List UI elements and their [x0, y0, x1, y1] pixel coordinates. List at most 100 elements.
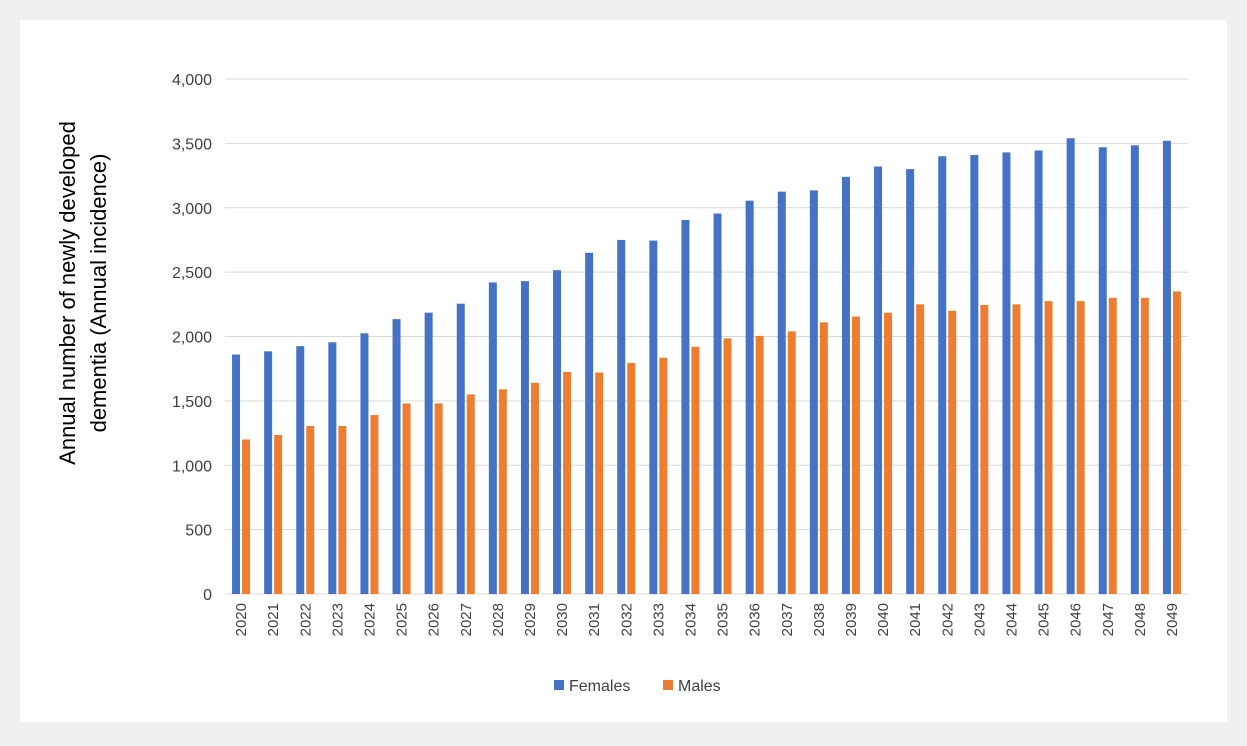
x-tick-label-2023: 2023	[329, 603, 346, 636]
x-tick-label-2032: 2032	[618, 603, 635, 636]
x-tick-label-2046: 2046	[1068, 603, 1085, 636]
bar-females-2023	[328, 342, 337, 594]
bar-males-2025	[402, 403, 411, 594]
bar-males-2043	[980, 304, 989, 594]
y-tick-label: 500	[185, 523, 212, 540]
x-tick-label-2034: 2034	[682, 603, 699, 636]
bar-males-2040	[884, 312, 893, 594]
bar-males-2047	[1108, 297, 1117, 594]
bar-males-2031	[595, 372, 604, 594]
bar-males-2026	[434, 403, 443, 594]
y-axis-ticks: 0 500 1,000 1,500 2,000 2,500 3,000 3,500 4,000	[172, 72, 212, 604]
bar-males-2022	[306, 425, 315, 594]
x-tick-label-2026: 2026	[426, 603, 443, 636]
x-tick-label-2036: 2036	[747, 603, 764, 636]
bar-females-2041	[906, 169, 915, 594]
bar-males-2042	[948, 310, 957, 594]
bar-females-2044	[1002, 152, 1011, 594]
bar-males-2039	[851, 316, 860, 594]
bar-males-2044	[1012, 304, 1021, 594]
bar-males-2035	[723, 338, 732, 594]
y-tick-label: 2,000	[172, 330, 212, 347]
y-axis-label-line-1: Annual number of newly developed	[55, 121, 80, 465]
legend: Females Males	[554, 678, 721, 695]
bar-females-2046	[1066, 138, 1075, 594]
x-tick-label-2037: 2037	[779, 603, 796, 636]
x-tick-label-2021: 2021	[265, 603, 282, 636]
bar-females-2031	[585, 252, 594, 594]
bar-females-2048	[1130, 145, 1139, 594]
x-tick-label-2043: 2043	[971, 603, 988, 636]
legend-label-males: Males	[678, 678, 721, 695]
x-tick-label-2033: 2033	[650, 603, 667, 636]
y-tick-label: 1,000	[172, 458, 212, 475]
bar-females-2034	[681, 219, 690, 594]
x-tick-label-2030: 2030	[554, 603, 571, 636]
bars	[232, 138, 1181, 595]
bar-males-2027	[466, 394, 475, 594]
bar-males-2021	[274, 434, 283, 594]
bar-males-2030	[563, 371, 572, 594]
bar-males-2046	[1076, 301, 1085, 594]
bar-females-2020	[232, 354, 241, 594]
x-tick-label-2038: 2038	[811, 603, 828, 636]
legend-swatch-males	[663, 680, 673, 690]
y-axis-label-line-2: dementia (Annual incidence)	[86, 154, 111, 433]
bar-males-2045	[1044, 301, 1053, 594]
x-tick-label-2040: 2040	[875, 603, 892, 636]
bar-males-2028	[498, 389, 507, 594]
bar-males-2020	[242, 439, 251, 594]
bar-males-2038	[819, 322, 828, 594]
x-tick-label-2041: 2041	[907, 603, 924, 636]
bar-females-2047	[1098, 147, 1107, 595]
bar-females-2045	[1034, 150, 1043, 595]
x-tick-label-2035: 2035	[715, 603, 732, 636]
bar-females-2022	[296, 346, 305, 594]
x-tick-label-2027: 2027	[458, 603, 475, 636]
x-tick-label-2049: 2049	[1164, 603, 1181, 636]
bar-females-2027	[456, 303, 465, 594]
bar-males-2029	[530, 382, 539, 594]
y-tick-label: 1,500	[172, 394, 212, 411]
bar-males-2032	[627, 362, 636, 594]
x-tick-label-2020: 2020	[233, 603, 250, 636]
x-tick-label-2029: 2029	[522, 603, 539, 636]
bar-males-2023	[338, 425, 347, 594]
y-tick-label: 3,500	[172, 136, 212, 153]
bar-chart: 05001,0001,5002,0002,5003,0003,5004,000 …	[55, 72, 1188, 695]
legend-swatch-females	[554, 680, 564, 690]
y-tick-label: 0	[203, 587, 212, 604]
bar-males-2041	[916, 304, 925, 594]
bar-females-2039	[841, 176, 850, 594]
y-tick-label: 3,000	[172, 201, 212, 218]
x-tick-label-2028: 2028	[490, 603, 507, 636]
bar-females-2036	[745, 200, 754, 594]
legend-label-females: Females	[569, 678, 630, 695]
chart-frame: 0 500 1,000 1,500 2,000 2,500 3,000 3,500 4,000 …	[20, 20, 1227, 722]
bar-males-2048	[1140, 297, 1149, 594]
bar-females-2021	[264, 351, 273, 594]
y-tick-label: 2,500	[172, 265, 212, 282]
bar-males-2034	[691, 346, 700, 594]
x-tick-label-2042: 2042	[939, 603, 956, 636]
x-tick-label-2024: 2024	[361, 603, 378, 636]
x-tick-label-2031: 2031	[586, 603, 603, 636]
bar-females-2038	[809, 190, 818, 594]
bar-females-2028	[488, 282, 497, 594]
bar-females-2037	[777, 191, 786, 594]
bar-females-2040	[874, 166, 883, 595]
x-tick-label-2044: 2044	[1003, 603, 1020, 636]
x-tick-label-2022: 2022	[297, 603, 314, 636]
bar-females-2033	[649, 240, 658, 595]
bar-males-2036	[755, 335, 764, 594]
bar-females-2032	[617, 239, 626, 594]
x-tick-label-2025: 2025	[394, 603, 411, 636]
bar-females-2035	[713, 213, 722, 594]
bar-males-2024	[370, 415, 379, 594]
bar-females-2024	[360, 333, 369, 594]
gridlines	[225, 78, 1188, 595]
x-tick-label-2045: 2045	[1036, 603, 1053, 636]
bar-males-2037	[787, 331, 796, 594]
bar-females-2030	[553, 270, 562, 594]
bar-females-2029	[520, 281, 529, 594]
